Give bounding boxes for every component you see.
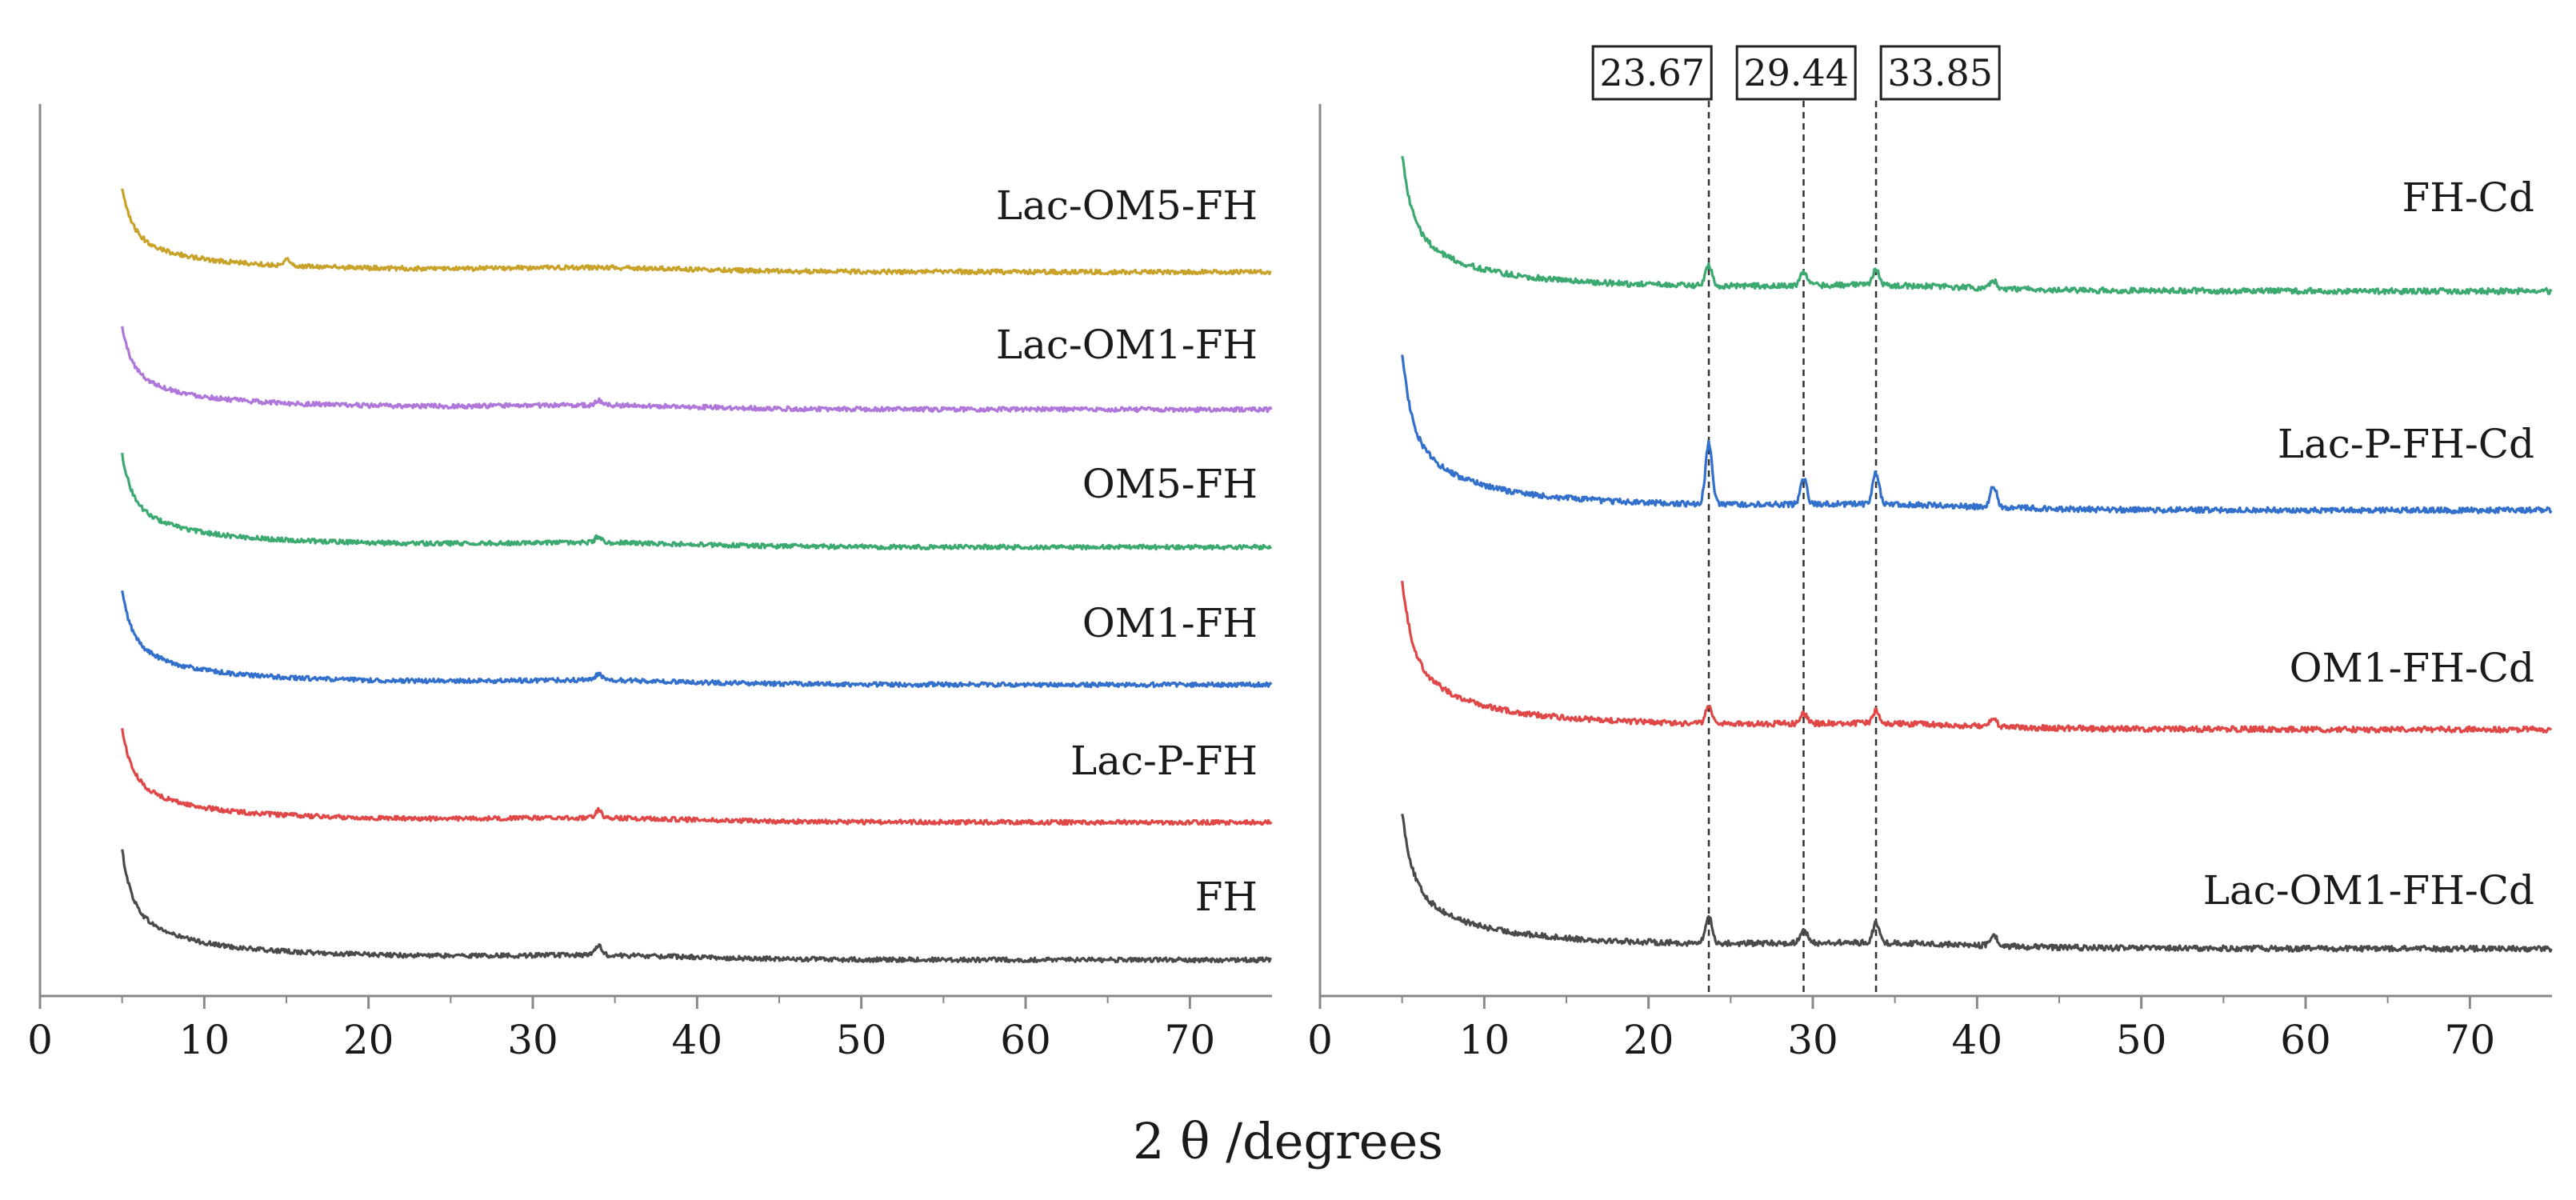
series-line-fh-cd [1401, 155, 2553, 295]
right-tick-label: 60 [2280, 1017, 2331, 1063]
series-label-lac-p-fh-cd: Lac-P-FH-Cd [2278, 421, 2534, 467]
series-line-lac-p-fh [121, 727, 1273, 826]
peak-label-box [1879, 45, 2001, 101]
right-series-labels: Lac-OM1-FH-Cd OM1-FH-Cd Lac-P-FH-Cd FH-Cd [2203, 174, 2534, 914]
right-tick-label: 20 [1623, 1017, 1674, 1063]
left-tick-label: 40 [672, 1017, 723, 1063]
right-tick-label: 10 [1459, 1017, 1510, 1063]
left-ticks: 0 10 20 30 40 50 60 70 [27, 996, 1215, 1063]
series-label-lac-om5-fh: Lac-OM5-FH [996, 182, 1258, 229]
series-label-lac-p-fh: Lac-P-FH [1070, 738, 1258, 784]
right-panel: 0 10 20 30 40 50 60 70 23.67 29.44 33.85 Lac-OM1-… [1307, 45, 2553, 1063]
x-axis-title: 2 θ /degrees [1133, 1112, 1443, 1170]
left-tick-label: 70 [1165, 1017, 1216, 1063]
series-line-om5-fh [121, 452, 1273, 551]
right-tick-label: 70 [2445, 1017, 2496, 1063]
peak-label: 29.44 [1743, 51, 1849, 94]
left-series-labels: FH Lac-P-FH OM1-FH OM5-FH Lac-OM1-FH Lac-OM5-… [996, 182, 1258, 920]
left-tick-label: 60 [1000, 1017, 1051, 1063]
series-label-fh-cd: FH-Cd [2402, 174, 2534, 221]
right-tick-label: 40 [1952, 1017, 2003, 1063]
peak-label: 23.67 [1599, 51, 1705, 94]
series-label-lac-om1-fh-cd: Lac-OM1-FH-Cd [2203, 867, 2534, 914]
right-reference-lines: 23.67 29.44 33.85 [1591, 45, 2001, 996]
peak-label-box [1591, 45, 1713, 101]
series-line-fh [121, 849, 1272, 964]
left-panel: 0 10 20 30 40 50 60 70 FH Lac-P-FH OM1-FH OM5-FH La… [27, 104, 1273, 1063]
series-label-om1-fh-cd: OM1-FH-Cd [2290, 645, 2534, 691]
series-line-lac-om5-fh [121, 188, 1272, 276]
left-tick-label: 20 [343, 1017, 394, 1063]
series-label-fh: FH [1195, 874, 1258, 920]
left-tick-label: 0 [27, 1017, 53, 1063]
right-series-lines [1401, 155, 2553, 953]
left-tick-label: 50 [836, 1017, 887, 1063]
left-tick-label: 10 [179, 1017, 230, 1063]
right-tick-label: 50 [2116, 1017, 2167, 1063]
peak-label-box [1735, 45, 1857, 101]
right-tick-label: 0 [1307, 1017, 1333, 1063]
series-label-om1-fh: OM1-FH [1082, 600, 1258, 646]
series-line-lac-p-fh-cd [1401, 354, 2553, 514]
series-line-lac-om1-fh [121, 326, 1273, 414]
right-ticks: 0 10 20 30 40 50 60 70 [1307, 996, 2495, 1063]
series-line-om1-fh [121, 590, 1273, 689]
series-line-om1-fh-cd [1401, 580, 2553, 734]
series-line-lac-om1-fh-cd [1401, 814, 2553, 953]
left-tick-label: 30 [507, 1017, 558, 1063]
right-tick-label: 30 [1787, 1017, 1838, 1063]
series-label-lac-om1-fh: Lac-OM1-FH [996, 322, 1258, 368]
peak-label: 33.85 [1887, 51, 1993, 94]
series-label-om5-fh: OM5-FH [1082, 461, 1258, 507]
left-series-lines [121, 188, 1273, 964]
